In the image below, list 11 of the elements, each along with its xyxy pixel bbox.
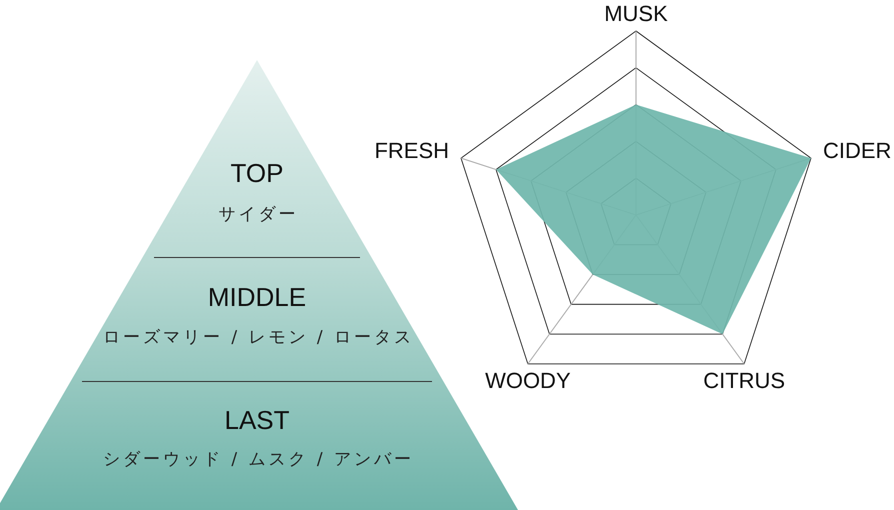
text: MIDDLE [208,282,306,312]
text: サイダー [218,204,298,224]
spoke-label: WOODY [485,368,571,393]
spoke-label: MUSK [604,1,668,26]
text: シダーウッド / ムスク / アンバー [102,450,414,470]
text: TOP [230,158,284,188]
text: LAST [224,405,290,435]
text: ローズマリー / レモン / ロータス [102,328,414,348]
spoke-label: CITRUS [703,368,786,393]
spoke-label: CIDER [822,138,892,164]
spoke-label: FRESH [374,138,450,164]
